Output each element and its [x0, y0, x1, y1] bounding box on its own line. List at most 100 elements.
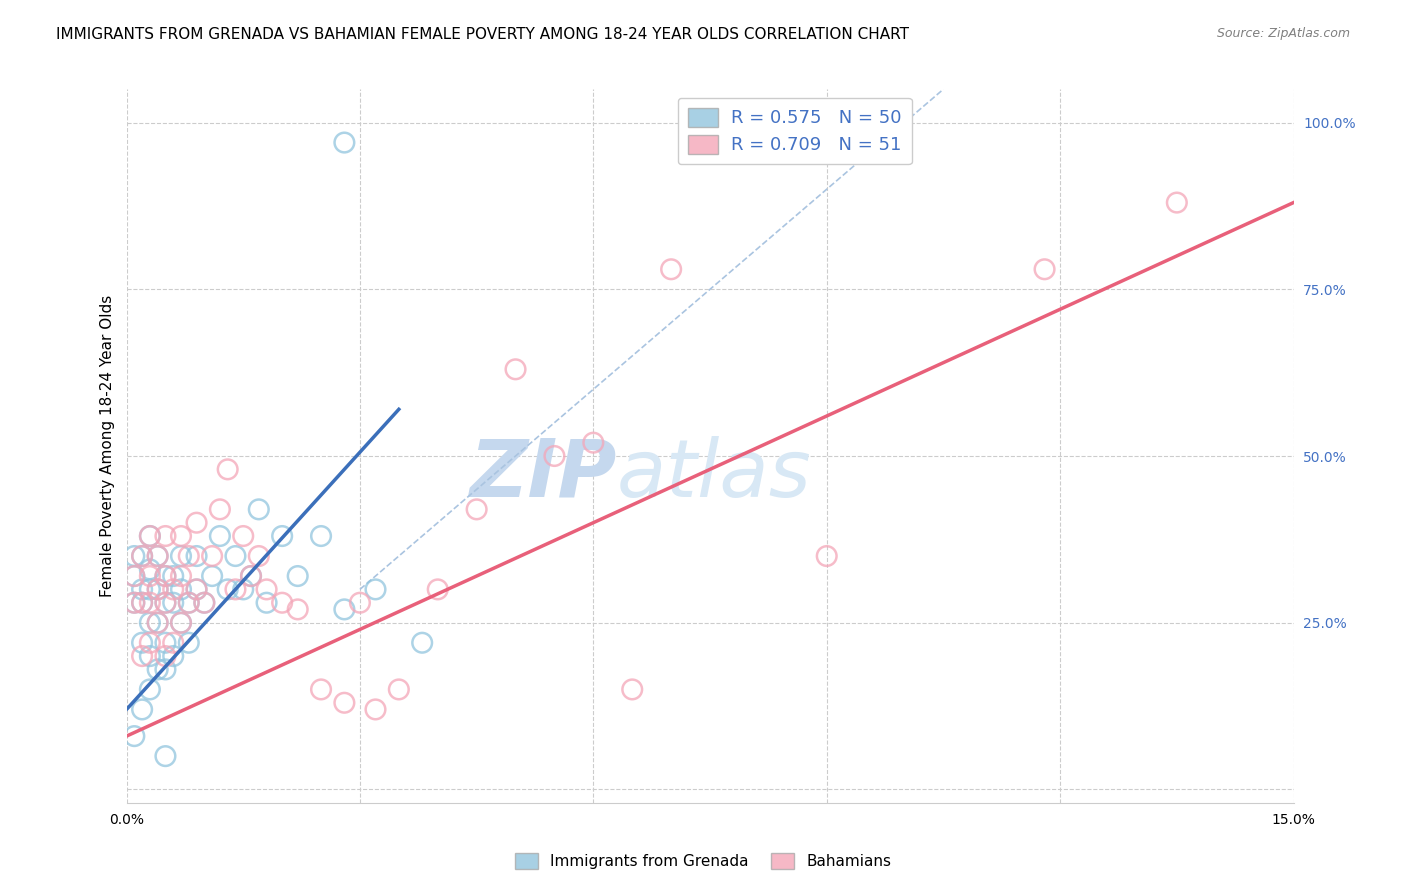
Point [131, 649, 153, 664]
Point [232, 582, 254, 597]
Point [333, 602, 356, 616]
Point [256, 596, 278, 610]
Point [131, 636, 153, 650]
Point [170, 529, 193, 543]
Point [155, 636, 177, 650]
Point [139, 596, 162, 610]
Text: ZIP: ZIP [470, 435, 617, 514]
Point [208, 529, 231, 543]
Point [224, 549, 246, 563]
Point [193, 596, 215, 610]
Point [247, 502, 270, 516]
Point [124, 596, 146, 610]
Point [186, 582, 208, 597]
Text: Source: ZipAtlas.com: Source: ZipAtlas.com [1216, 27, 1350, 40]
Point [208, 502, 231, 516]
Point [155, 569, 177, 583]
Point [162, 596, 184, 610]
Point [131, 549, 153, 563]
Point [139, 582, 162, 597]
Point [186, 582, 208, 597]
Point [162, 569, 184, 583]
Point [131, 596, 153, 610]
Point [139, 636, 162, 650]
Point [659, 262, 682, 277]
Point [364, 582, 387, 597]
Point [155, 529, 177, 543]
Point [388, 682, 411, 697]
Point [170, 615, 193, 630]
Point [240, 569, 263, 583]
Point [131, 702, 153, 716]
Point [170, 582, 193, 597]
Point [217, 582, 239, 597]
Point [582, 435, 605, 450]
Point [124, 549, 146, 563]
Point [411, 636, 433, 650]
Point [287, 569, 309, 583]
Point [815, 549, 838, 563]
Point [155, 649, 177, 664]
Point [364, 702, 387, 716]
Point [155, 596, 177, 610]
Point [333, 136, 356, 150]
Point [426, 582, 449, 597]
Point [124, 596, 146, 610]
Point [146, 549, 169, 563]
Point [146, 615, 169, 630]
Point [186, 516, 208, 530]
Point [124, 569, 146, 583]
Legend: R = 0.575   N = 50, R = 0.709   N = 51: R = 0.575 N = 50, R = 0.709 N = 51 [678, 97, 911, 164]
Point [543, 449, 565, 463]
Point [124, 729, 146, 743]
Text: atlas: atlas [617, 435, 811, 514]
Point [177, 636, 200, 650]
Point [155, 749, 177, 764]
Point [146, 582, 169, 597]
Point [247, 549, 270, 563]
Point [162, 582, 184, 597]
Point [224, 582, 246, 597]
Point [131, 582, 153, 597]
Point [465, 502, 488, 516]
Point [170, 569, 193, 583]
Point [170, 549, 193, 563]
Point [349, 596, 371, 610]
Point [287, 602, 309, 616]
Point [139, 529, 162, 543]
Point [162, 636, 184, 650]
Point [240, 569, 263, 583]
Point [139, 682, 162, 697]
Point [170, 615, 193, 630]
Point [621, 682, 644, 697]
Point [177, 596, 200, 610]
Point [217, 462, 239, 476]
Point [505, 362, 527, 376]
Point [139, 529, 162, 543]
Point [201, 569, 224, 583]
Point [146, 549, 169, 563]
Point [1166, 195, 1188, 210]
Point [155, 569, 177, 583]
Point [139, 562, 162, 576]
Point [146, 662, 169, 676]
Point [131, 596, 153, 610]
Point [131, 549, 153, 563]
Point [155, 662, 177, 676]
Point [232, 529, 254, 543]
Point [271, 529, 294, 543]
Point [201, 549, 224, 563]
Point [309, 682, 332, 697]
Point [1033, 262, 1056, 277]
Point [146, 615, 169, 630]
Point [162, 649, 184, 664]
Point [177, 549, 200, 563]
Point [309, 529, 332, 543]
Point [333, 696, 356, 710]
Point [139, 569, 162, 583]
Y-axis label: Female Poverty Among 18-24 Year Olds: Female Poverty Among 18-24 Year Olds [100, 295, 115, 597]
Legend: Immigrants from Grenada, Bahamians: Immigrants from Grenada, Bahamians [509, 847, 897, 875]
Point [146, 582, 169, 597]
Point [271, 596, 294, 610]
Point [177, 596, 200, 610]
